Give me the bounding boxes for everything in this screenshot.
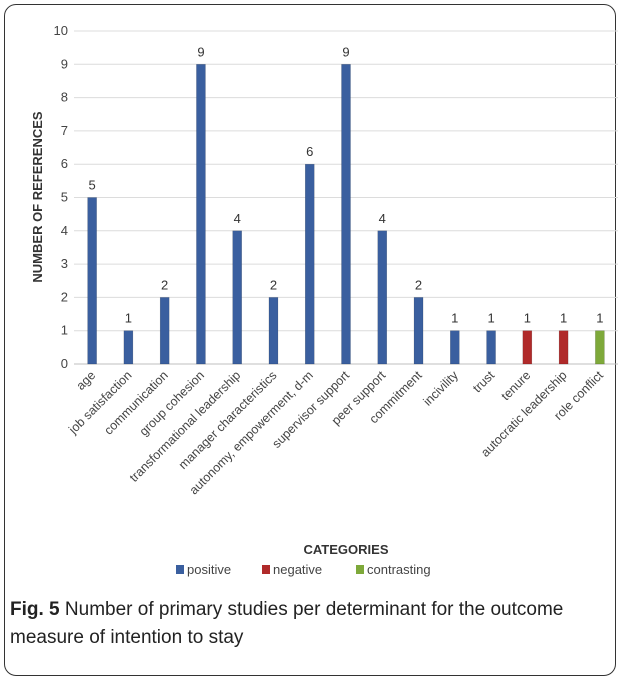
figure-caption: Fig. 5 Number of primary studies per det… [10,596,610,652]
y-tick-label: 6 [61,156,68,171]
bar-positive [377,230,388,365]
x-tick-label: tenure [498,368,533,403]
x-tick-label: incivility [421,368,462,409]
y-tick-label: 0 [61,356,68,371]
bars [87,64,605,365]
data-label: 1 [487,311,494,326]
bar-negative [522,330,533,365]
y-tick-label: 8 [61,90,68,105]
y-tick-label: 9 [61,56,68,71]
x-tick-label: age [74,368,99,393]
data-label: 1 [560,311,567,326]
data-label: 9 [197,44,204,59]
bar-positive [159,297,170,365]
legend-swatch [356,565,364,574]
data-label: 1 [125,311,132,326]
y-tick-label: 1 [61,323,68,338]
legend-label: contrasting [367,562,431,577]
data-labels: 5 1 2 9 4 2 6 9 4 2 1 1 1 1 1 [89,44,604,325]
y-tick-label: 7 [61,123,68,138]
y-axis-label: NUMBER OF REFERENCES [30,111,45,283]
x-axis-label: CATEGORIES [304,542,389,557]
bar-positive [486,330,496,365]
data-label: 4 [379,211,386,226]
data-label: 2 [415,277,422,292]
bar-positive [413,297,424,365]
legend-label: negative [273,562,322,577]
bar-negative [558,330,569,365]
bar-positive [196,64,206,365]
legend-swatch [262,565,270,574]
y-axis-ticks: 0 1 2 3 4 5 6 7 8 9 10 [54,23,68,371]
legend-label: positive [187,562,231,577]
y-tick-label: 2 [61,289,68,304]
data-label: 5 [89,178,96,193]
figure-frame [4,4,616,676]
bar-positive [450,330,460,365]
bar-contrasting [595,330,605,365]
x-tick-label: communication [101,368,170,437]
y-tick-label: 3 [61,256,68,271]
bar-positive [232,230,242,365]
bar-positive [304,163,315,365]
data-label: 6 [306,144,313,159]
y-tick-label: 5 [61,190,68,205]
bar-positive [87,197,97,365]
data-label: 1 [596,311,603,326]
y-tick-label: 10 [54,23,68,38]
x-tick-label: job satisfaction [65,368,134,437]
data-label: 2 [161,277,168,292]
data-label: 2 [270,277,277,292]
x-tick-label: group cohesion [137,368,207,438]
data-label: 9 [342,44,349,59]
legend: positive negative contrasting [176,562,431,577]
x-tick-label: trust [470,368,497,395]
data-label: 1 [524,311,531,326]
data-label: 4 [234,211,241,226]
legend-swatch [176,565,184,574]
caption-label: Fig. 5 [10,599,60,620]
bar-positive [123,330,134,365]
caption-text: Number of primary studies per determinan… [10,599,564,648]
bar-positive [268,297,279,365]
y-tick-label: 4 [61,223,68,238]
data-label: 1 [451,311,458,326]
bar-positive [341,64,351,365]
